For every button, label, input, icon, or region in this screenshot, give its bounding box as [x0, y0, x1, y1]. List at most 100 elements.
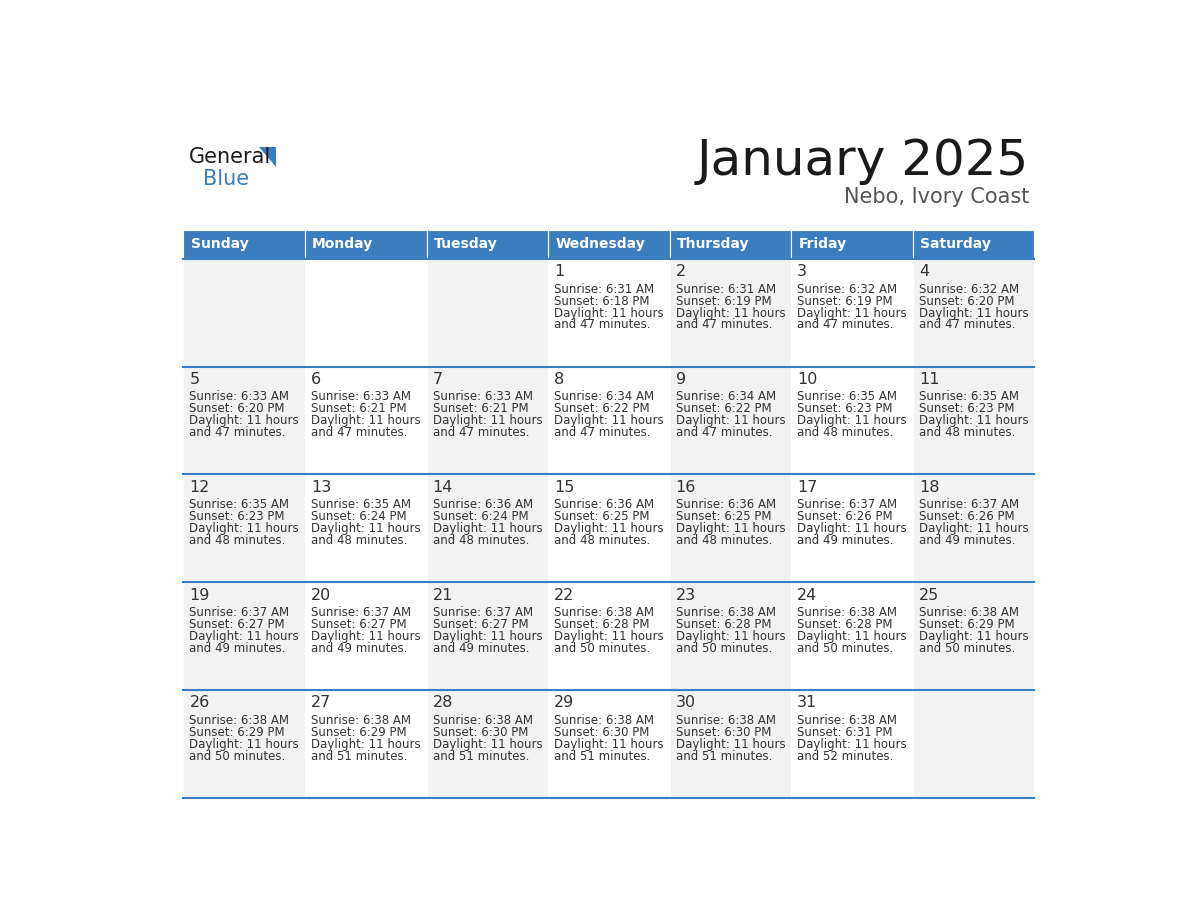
- Text: Sunset: 6:21 PM: Sunset: 6:21 PM: [311, 402, 406, 415]
- Text: Sunset: 6:20 PM: Sunset: 6:20 PM: [189, 402, 285, 415]
- Text: Sunset: 6:28 PM: Sunset: 6:28 PM: [676, 618, 771, 631]
- Text: Sunrise: 6:31 AM: Sunrise: 6:31 AM: [554, 283, 655, 296]
- Text: 28: 28: [432, 695, 453, 711]
- Text: Sunrise: 6:35 AM: Sunrise: 6:35 AM: [797, 390, 897, 403]
- FancyBboxPatch shape: [791, 582, 912, 690]
- Text: 11: 11: [918, 372, 940, 387]
- Text: Sunrise: 6:33 AM: Sunrise: 6:33 AM: [432, 390, 532, 403]
- Text: Monday: Monday: [312, 237, 373, 252]
- Text: and 48 minutes.: and 48 minutes.: [554, 534, 651, 547]
- Text: Sunrise: 6:38 AM: Sunrise: 6:38 AM: [432, 714, 532, 727]
- Text: and 47 minutes.: and 47 minutes.: [797, 319, 893, 331]
- Text: 13: 13: [311, 480, 331, 495]
- Text: 31: 31: [797, 695, 817, 711]
- Text: Sunset: 6:20 PM: Sunset: 6:20 PM: [918, 295, 1015, 308]
- Text: General: General: [189, 147, 271, 167]
- FancyBboxPatch shape: [183, 366, 305, 475]
- Text: 21: 21: [432, 588, 453, 602]
- FancyBboxPatch shape: [548, 690, 670, 798]
- Text: Sunset: 6:29 PM: Sunset: 6:29 PM: [311, 726, 406, 739]
- Text: Sunset: 6:27 PM: Sunset: 6:27 PM: [311, 618, 406, 631]
- FancyBboxPatch shape: [305, 475, 426, 582]
- Text: Sunset: 6:23 PM: Sunset: 6:23 PM: [918, 402, 1015, 415]
- Text: and 48 minutes.: and 48 minutes.: [676, 534, 772, 547]
- Text: 22: 22: [554, 588, 574, 602]
- FancyBboxPatch shape: [548, 366, 670, 475]
- Text: Daylight: 11 hours: Daylight: 11 hours: [189, 522, 299, 535]
- Text: Sunrise: 6:38 AM: Sunrise: 6:38 AM: [676, 606, 776, 619]
- Text: 6: 6: [311, 372, 321, 387]
- Text: Tuesday: Tuesday: [434, 237, 498, 252]
- Text: Daylight: 11 hours: Daylight: 11 hours: [554, 738, 664, 751]
- Text: 12: 12: [189, 480, 210, 495]
- Text: Sunset: 6:19 PM: Sunset: 6:19 PM: [676, 295, 771, 308]
- Text: Daylight: 11 hours: Daylight: 11 hours: [432, 738, 542, 751]
- Text: Sunrise: 6:38 AM: Sunrise: 6:38 AM: [797, 606, 897, 619]
- Text: Sunset: 6:29 PM: Sunset: 6:29 PM: [918, 618, 1015, 631]
- Text: Sunset: 6:30 PM: Sunset: 6:30 PM: [554, 726, 650, 739]
- Text: Sunrise: 6:34 AM: Sunrise: 6:34 AM: [676, 390, 776, 403]
- Text: Daylight: 11 hours: Daylight: 11 hours: [432, 630, 542, 643]
- Text: Sunday: Sunday: [190, 237, 248, 252]
- FancyBboxPatch shape: [912, 259, 1035, 366]
- FancyBboxPatch shape: [670, 475, 791, 582]
- Text: and 48 minutes.: and 48 minutes.: [189, 534, 286, 547]
- FancyBboxPatch shape: [183, 582, 305, 690]
- Text: 16: 16: [676, 480, 696, 495]
- Text: and 47 minutes.: and 47 minutes.: [676, 426, 772, 439]
- Text: Daylight: 11 hours: Daylight: 11 hours: [432, 414, 542, 427]
- Text: 2: 2: [676, 264, 685, 279]
- Text: 1: 1: [554, 264, 564, 279]
- Text: 9: 9: [676, 372, 685, 387]
- Text: Sunrise: 6:35 AM: Sunrise: 6:35 AM: [189, 498, 290, 511]
- Text: 15: 15: [554, 480, 575, 495]
- Text: 14: 14: [432, 480, 453, 495]
- FancyBboxPatch shape: [426, 259, 548, 366]
- FancyBboxPatch shape: [305, 259, 426, 366]
- Text: 27: 27: [311, 695, 331, 711]
- Text: Daylight: 11 hours: Daylight: 11 hours: [918, 307, 1029, 319]
- Text: and 50 minutes.: and 50 minutes.: [189, 750, 285, 763]
- Text: and 47 minutes.: and 47 minutes.: [554, 319, 651, 331]
- FancyBboxPatch shape: [548, 259, 670, 366]
- Text: and 49 minutes.: and 49 minutes.: [797, 534, 893, 547]
- Text: Sunset: 6:22 PM: Sunset: 6:22 PM: [676, 402, 771, 415]
- Text: Saturday: Saturday: [920, 237, 991, 252]
- Text: 7: 7: [432, 372, 443, 387]
- FancyBboxPatch shape: [912, 690, 1035, 798]
- Text: and 51 minutes.: and 51 minutes.: [432, 750, 529, 763]
- FancyBboxPatch shape: [791, 230, 912, 259]
- FancyBboxPatch shape: [426, 690, 548, 798]
- Text: Daylight: 11 hours: Daylight: 11 hours: [918, 522, 1029, 535]
- Text: and 47 minutes.: and 47 minutes.: [918, 319, 1016, 331]
- Text: Daylight: 11 hours: Daylight: 11 hours: [676, 738, 785, 751]
- Text: 23: 23: [676, 588, 696, 602]
- Text: 4: 4: [918, 264, 929, 279]
- Text: Sunrise: 6:38 AM: Sunrise: 6:38 AM: [189, 714, 290, 727]
- Text: Sunrise: 6:37 AM: Sunrise: 6:37 AM: [797, 498, 897, 511]
- FancyBboxPatch shape: [548, 582, 670, 690]
- Text: Daylight: 11 hours: Daylight: 11 hours: [189, 630, 299, 643]
- Text: Daylight: 11 hours: Daylight: 11 hours: [797, 414, 906, 427]
- Text: and 51 minutes.: and 51 minutes.: [554, 750, 651, 763]
- FancyBboxPatch shape: [183, 259, 305, 366]
- Text: 26: 26: [189, 695, 210, 711]
- Text: 25: 25: [918, 588, 939, 602]
- Text: Nebo, Ivory Coast: Nebo, Ivory Coast: [843, 187, 1029, 207]
- Text: Sunrise: 6:37 AM: Sunrise: 6:37 AM: [432, 606, 532, 619]
- Text: Sunrise: 6:37 AM: Sunrise: 6:37 AM: [189, 606, 290, 619]
- Text: Sunrise: 6:37 AM: Sunrise: 6:37 AM: [311, 606, 411, 619]
- Text: Daylight: 11 hours: Daylight: 11 hours: [676, 307, 785, 319]
- FancyBboxPatch shape: [426, 230, 548, 259]
- Text: Sunset: 6:29 PM: Sunset: 6:29 PM: [189, 726, 285, 739]
- Text: Sunrise: 6:38 AM: Sunrise: 6:38 AM: [554, 606, 655, 619]
- Text: Daylight: 11 hours: Daylight: 11 hours: [797, 630, 906, 643]
- Text: 29: 29: [554, 695, 574, 711]
- Text: and 50 minutes.: and 50 minutes.: [676, 642, 772, 655]
- Text: Sunrise: 6:31 AM: Sunrise: 6:31 AM: [676, 283, 776, 296]
- FancyBboxPatch shape: [670, 366, 791, 475]
- Text: Sunrise: 6:36 AM: Sunrise: 6:36 AM: [432, 498, 532, 511]
- Text: Daylight: 11 hours: Daylight: 11 hours: [311, 738, 421, 751]
- Text: Daylight: 11 hours: Daylight: 11 hours: [311, 522, 421, 535]
- Text: Sunrise: 6:35 AM: Sunrise: 6:35 AM: [918, 390, 1019, 403]
